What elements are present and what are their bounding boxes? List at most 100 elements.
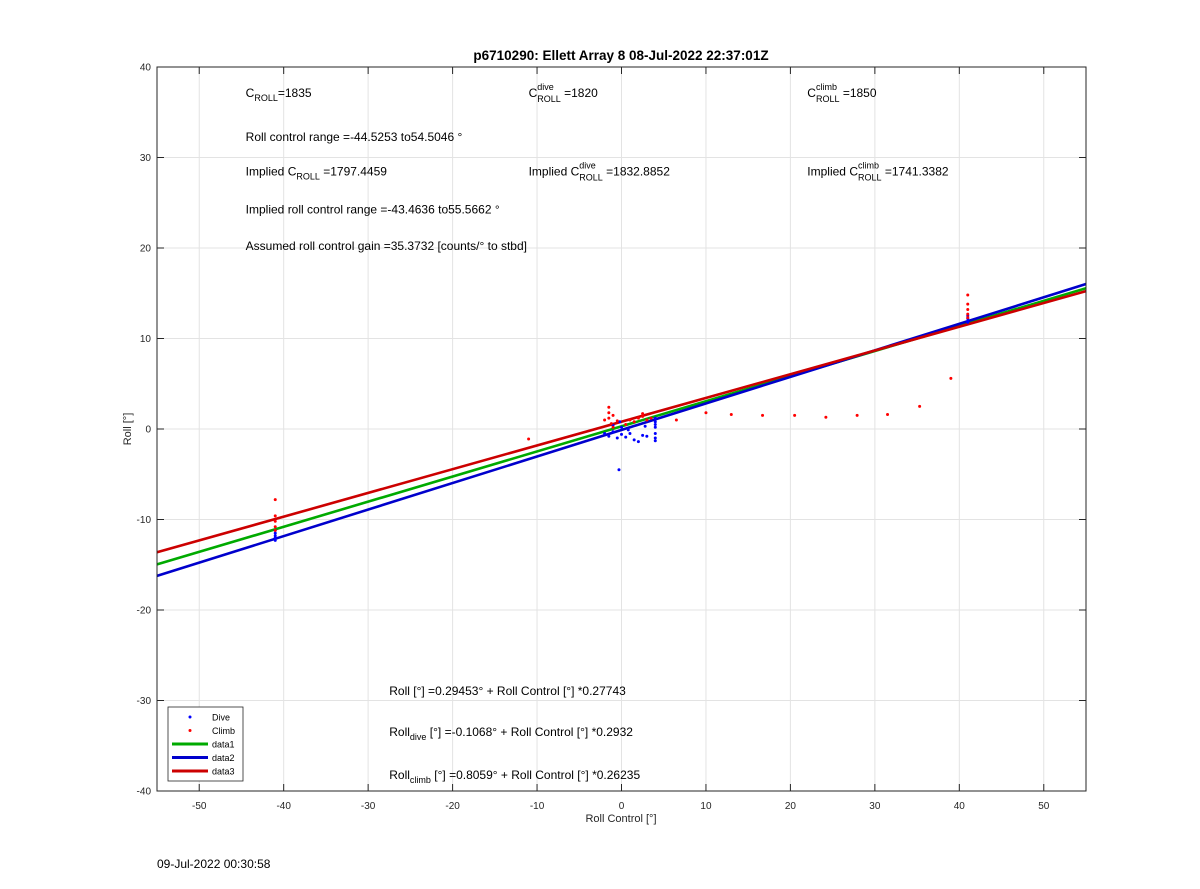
annotation-text: Assumed roll control gain =35.3732 [coun… <box>246 239 527 253</box>
axis-ticks: -50 -40 -30 -20 -10 0 10 20 30 40 50 -40 -30 -20 -10 0 1… <box>137 63 1086 812</box>
data-point-climb <box>607 416 611 420</box>
data-point-climb <box>609 422 613 426</box>
data-point-dive <box>273 534 277 538</box>
data-point-dive <box>636 440 640 444</box>
data-point-climb <box>615 419 619 423</box>
data-point-dive <box>628 432 632 436</box>
data-point-climb <box>632 420 636 424</box>
x-tick-label: 40 <box>954 801 966 812</box>
annotation-roll-control-range: Roll control range =-44.5253 to54.5046 ° <box>246 130 463 144</box>
data-point-dive <box>618 420 622 424</box>
fit-line-data2 <box>156 282 1087 578</box>
data-point-climb <box>966 308 970 312</box>
data-point-climb <box>636 416 640 420</box>
annotation-superscript: climb <box>816 82 837 92</box>
y-tick-label: -30 <box>137 696 152 707</box>
annotation-text: Roll <box>389 768 410 782</box>
data-point-climb <box>966 312 970 316</box>
print-timestamp: 09-Jul-2022 00:30:58 <box>157 857 271 871</box>
annotation-subscript: ROLL <box>579 173 603 183</box>
legend: Dive Climb data1 data2 data3 <box>167 706 244 782</box>
data-point-dive <box>615 436 619 440</box>
legend-label-data3: data3 <box>212 767 235 777</box>
annotation-value: =1797.4459 <box>320 165 387 179</box>
data-point-dive <box>641 433 645 437</box>
data-point-climb <box>273 514 277 518</box>
data-point-dive <box>273 531 277 535</box>
annotation-implied-croll-climb: Implied Cclimb ROLL =1741.3382 <box>807 161 949 183</box>
data-point-dive <box>620 425 623 429</box>
data-point-dive <box>624 435 628 439</box>
annotation-subscript: ROLL <box>858 173 882 183</box>
annotation-text: Roll control range =-44.5253 to54.5046 ° <box>246 130 463 144</box>
data-point-climb <box>603 418 607 422</box>
data-point-climb <box>527 437 531 441</box>
data-point-climb <box>674 418 678 422</box>
x-tick-label: 10 <box>700 801 712 812</box>
data-point-climb <box>704 411 708 415</box>
data-point-climb <box>624 422 628 426</box>
data-point-climb <box>824 415 828 419</box>
data-point-dive <box>620 432 623 436</box>
legend-label-data2: data2 <box>212 753 235 763</box>
data-point-climb <box>611 413 615 417</box>
x-tick-label: -20 <box>445 801 460 812</box>
data-point-dive <box>643 424 647 428</box>
annotation-implied-croll: Implied CROLL =1797.4459 <box>246 165 388 182</box>
annotation-value: [°] =-0.1068° + Roll Control [°] *0.2932 <box>426 725 633 739</box>
annotation-text: Roll <box>389 725 410 739</box>
annotation-superscript: dive <box>579 161 596 171</box>
x-axis-label: Roll Control [°] <box>585 813 656 825</box>
data-point-climb <box>918 404 922 408</box>
annotation-fit-climb: Rollclimb [°] =0.8059° + Roll Control [°… <box>389 768 640 785</box>
annotation-value: =1850 <box>839 86 876 100</box>
annotation-superscript: climb <box>858 161 879 171</box>
x-tick-label: -50 <box>192 801 207 812</box>
annotation-croll-climb: Cclimb ROLL =1850 <box>807 82 877 104</box>
data-points <box>273 293 970 542</box>
x-tick-label: -10 <box>530 801 545 812</box>
y-tick-label: 10 <box>140 334 152 345</box>
annotation-implied-croll-dive: Implied Cdive ROLL =1832.8852 <box>529 161 671 183</box>
data-point-climb <box>761 413 765 417</box>
legend-label-data1: data1 <box>212 740 235 750</box>
legend-label-climb: Climb <box>212 726 235 736</box>
y-tick-label: 20 <box>140 244 152 255</box>
data-point-climb <box>793 413 797 417</box>
legend-marker-climb <box>188 729 192 732</box>
data-point-dive <box>607 434 611 438</box>
annotation-superscript: dive <box>537 82 554 92</box>
data-point-climb <box>628 418 632 422</box>
data-point-climb <box>966 302 970 306</box>
data-point-dive <box>645 434 649 438</box>
x-tick-label: 20 <box>785 801 797 812</box>
annotation-text: C <box>807 86 816 100</box>
data-point-climb <box>886 413 890 417</box>
data-point-climb <box>607 411 611 415</box>
data-point-climb <box>729 413 733 417</box>
series-climb <box>273 293 970 532</box>
data-point-climb <box>645 418 649 422</box>
data-point-dive <box>653 425 657 429</box>
data-point-climb <box>273 519 277 523</box>
x-tick-label: 30 <box>869 801 881 812</box>
annotation-value: =1835 <box>278 86 312 100</box>
annotations: CROLL=1835 Cdive ROLL =1820 Cclimb ROLL =185… <box>246 82 949 785</box>
annotation-value: =1820 <box>561 86 598 100</box>
annotation-subscript: ROLL <box>296 172 320 182</box>
data-point-climb <box>641 412 645 416</box>
data-point-climb <box>966 316 970 320</box>
annotation-subscript: ROLL <box>816 94 840 104</box>
data-point-dive <box>653 416 657 420</box>
data-point-climb <box>641 414 645 418</box>
data-point-dive <box>617 468 621 472</box>
data-point-dive <box>653 422 657 426</box>
annotation-value: [°] =0.8059° + Roll Control [°] *0.26235 <box>431 768 641 782</box>
y-tick-label: 30 <box>140 153 152 164</box>
annotation-fit-all: Roll [°] =0.29453° + Roll Control [°] *0… <box>389 684 626 698</box>
annotation-value: =1832.8852 <box>603 165 670 179</box>
legend-marker-dive <box>188 715 192 719</box>
annotation-subscript: ROLL <box>537 94 561 104</box>
data-point-dive <box>603 432 607 436</box>
